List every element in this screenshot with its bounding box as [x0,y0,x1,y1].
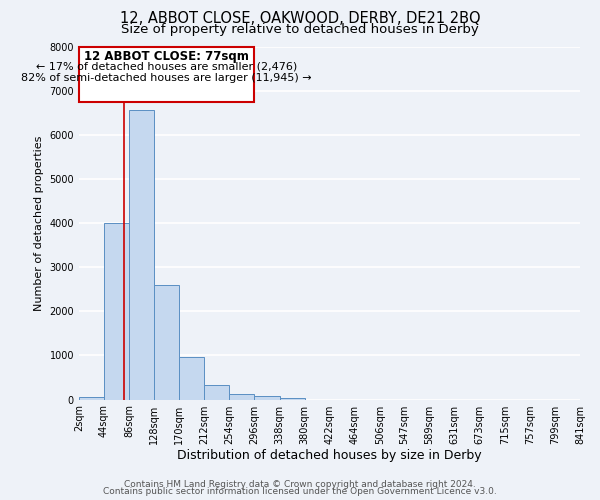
Text: Contains public sector information licensed under the Open Government Licence v3: Contains public sector information licen… [103,487,497,496]
FancyBboxPatch shape [79,47,254,102]
Bar [104,223,129,400]
Text: 82% of semi-detached houses are larger (11,945) →: 82% of semi-detached houses are larger (… [22,72,312,83]
Text: 12, ABBOT CLOSE, OAKWOOD, DERBY, DE21 2BQ: 12, ABBOT CLOSE, OAKWOOD, DERBY, DE21 2B… [119,11,481,26]
Bar [179,357,204,400]
Bar [254,396,280,400]
Y-axis label: Number of detached properties: Number of detached properties [34,136,44,310]
Bar [154,285,179,400]
Text: 12 ABBOT CLOSE: 77sqm: 12 ABBOT CLOSE: 77sqm [84,50,249,62]
Text: Contains HM Land Registry data © Crown copyright and database right 2024.: Contains HM Land Registry data © Crown c… [124,480,476,489]
Bar [129,110,154,400]
Bar [204,386,229,400]
Text: Size of property relative to detached houses in Derby: Size of property relative to detached ho… [121,22,479,36]
X-axis label: Distribution of detached houses by size in Derby: Distribution of detached houses by size … [177,450,482,462]
Bar [229,394,254,400]
Text: ← 17% of detached houses are smaller (2,476): ← 17% of detached houses are smaller (2,… [36,62,297,72]
Bar [79,397,104,400]
Bar [280,398,305,400]
